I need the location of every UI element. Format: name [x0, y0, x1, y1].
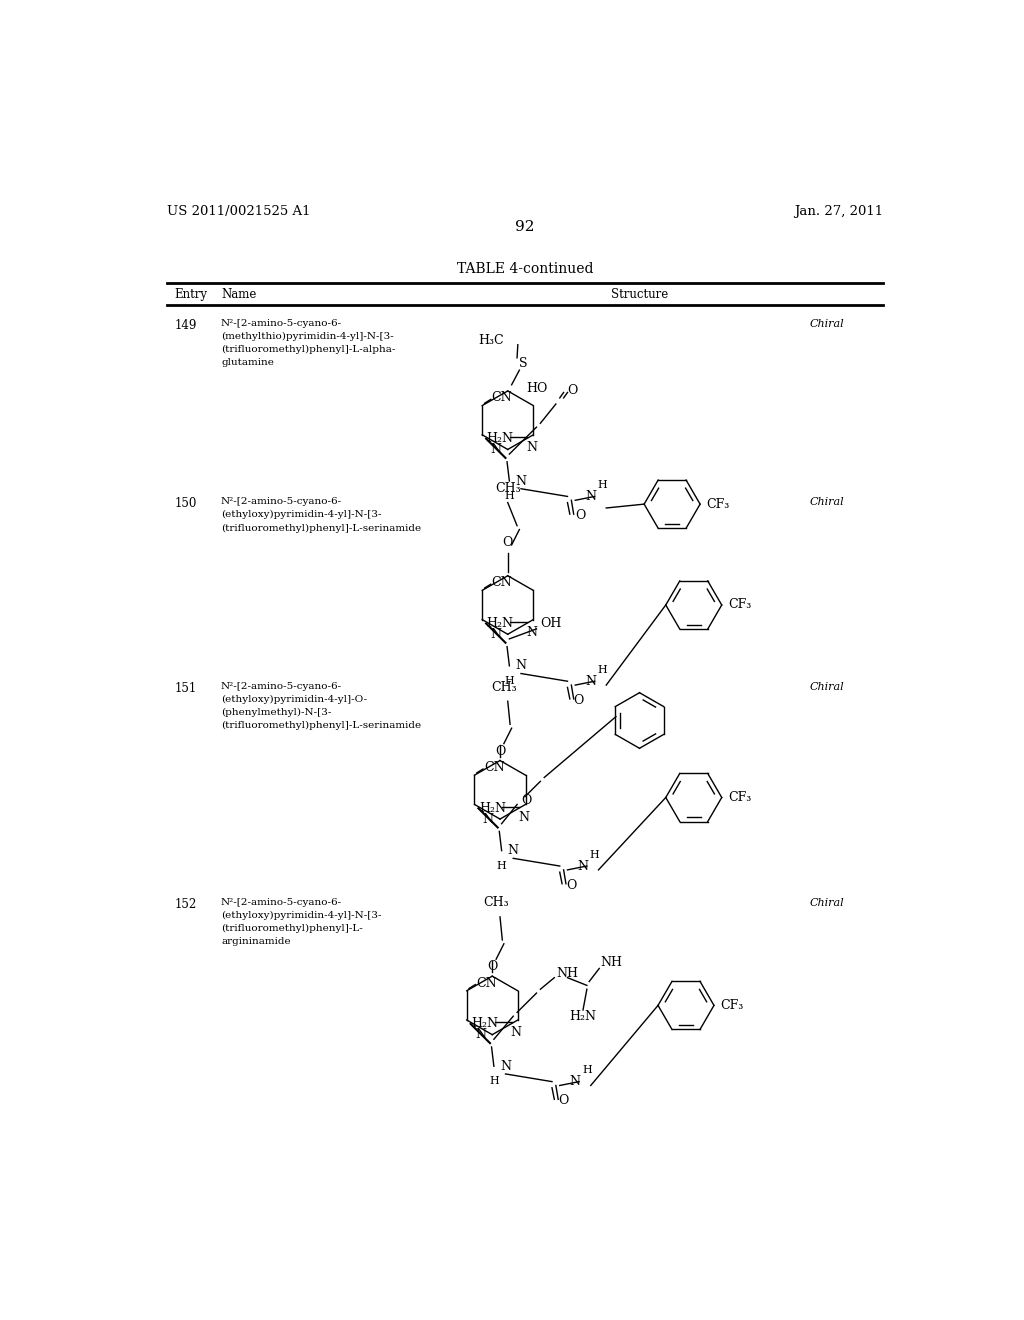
- Text: (methylthio)pyrimidin-4-yl]-N-[3-: (methylthio)pyrimidin-4-yl]-N-[3-: [221, 331, 394, 341]
- Text: N: N: [585, 490, 596, 503]
- Text: H₃C: H₃C: [478, 334, 504, 347]
- Text: H: H: [582, 1065, 592, 1076]
- Text: NH: NH: [601, 956, 623, 969]
- Text: O: O: [503, 536, 513, 549]
- Text: H: H: [489, 1076, 499, 1086]
- Text: OH: OH: [541, 616, 562, 630]
- Text: (ethyloxy)pyrimidin-4-yl]-N-[3-: (ethyloxy)pyrimidin-4-yl]-N-[3-: [221, 911, 382, 920]
- Text: Chiral: Chiral: [810, 498, 845, 507]
- Text: N: N: [475, 1028, 486, 1041]
- Text: N: N: [578, 859, 589, 873]
- Text: Structure: Structure: [611, 288, 668, 301]
- Text: H: H: [497, 861, 507, 871]
- Text: Chiral: Chiral: [810, 318, 845, 329]
- Text: H₂N: H₂N: [471, 1018, 499, 1031]
- Text: CN: CN: [483, 760, 505, 774]
- Text: 152: 152: [174, 898, 197, 911]
- Text: H₂N: H₂N: [479, 801, 506, 814]
- Text: Name: Name: [221, 288, 256, 301]
- Text: CF₃: CF₃: [720, 999, 743, 1012]
- Text: H₂N: H₂N: [486, 616, 514, 630]
- Text: O: O: [487, 961, 498, 973]
- Text: CF₃: CF₃: [707, 498, 729, 511]
- Text: H: H: [597, 480, 607, 490]
- Text: O: O: [566, 879, 577, 892]
- Text: (trifluoromethyl)phenyl]-L-: (trifluoromethyl)phenyl]-L-: [221, 924, 362, 933]
- Text: (ethyloxy)pyrimidin-4-yl]-O-: (ethyloxy)pyrimidin-4-yl]-O-: [221, 696, 368, 704]
- Text: O: O: [575, 510, 586, 523]
- Text: (trifluoromethyl)phenyl]-L-serinamide: (trifluoromethyl)phenyl]-L-serinamide: [221, 524, 421, 532]
- Text: O: O: [558, 1094, 568, 1107]
- Text: N: N: [515, 474, 526, 487]
- Text: H: H: [505, 491, 514, 502]
- Text: CF₃: CF₃: [728, 791, 752, 804]
- Text: N: N: [526, 626, 538, 639]
- Text: H₂N: H₂N: [569, 1010, 597, 1023]
- Text: argininamide: argininamide: [221, 937, 291, 946]
- Text: 92: 92: [515, 220, 535, 234]
- Text: N: N: [585, 675, 596, 688]
- Text: CF₃: CF₃: [728, 598, 752, 611]
- Text: O: O: [495, 744, 505, 758]
- Text: N: N: [500, 1060, 511, 1073]
- Text: TABLE 4-continued: TABLE 4-continued: [457, 263, 593, 276]
- Text: CH₃: CH₃: [495, 482, 520, 495]
- Text: (phenylmethyl)-N-[3-: (phenylmethyl)-N-[3-: [221, 708, 332, 717]
- Text: N: N: [515, 659, 526, 672]
- Text: H₂N: H₂N: [486, 432, 514, 445]
- Text: CN: CN: [492, 576, 512, 589]
- Text: HO: HO: [526, 381, 548, 395]
- Text: H: H: [590, 850, 599, 859]
- Text: N²-[2-amino-5-cyano-6-: N²-[2-amino-5-cyano-6-: [221, 498, 342, 506]
- Text: 149: 149: [174, 318, 197, 331]
- Text: N: N: [518, 810, 529, 824]
- Text: O: O: [573, 694, 584, 708]
- Text: N²-[2-amino-5-cyano-6-: N²-[2-amino-5-cyano-6-: [221, 682, 342, 690]
- Text: CH₃: CH₃: [483, 896, 509, 909]
- Text: glutamine: glutamine: [221, 358, 273, 367]
- Text: Entry: Entry: [174, 288, 208, 301]
- Text: Jan. 27, 2011: Jan. 27, 2011: [794, 205, 883, 218]
- Text: CN: CN: [476, 977, 497, 990]
- Text: Chiral: Chiral: [810, 898, 845, 908]
- Text: N: N: [508, 843, 519, 857]
- Text: O: O: [567, 384, 578, 397]
- Text: H: H: [597, 665, 607, 675]
- Text: N²-[2-amino-5-cyano-6-: N²-[2-amino-5-cyano-6-: [221, 898, 342, 907]
- Text: US 2011/0021525 A1: US 2011/0021525 A1: [167, 205, 310, 218]
- Text: 150: 150: [174, 498, 197, 511]
- Text: Chiral: Chiral: [810, 682, 845, 692]
- Text: S: S: [519, 358, 527, 371]
- Text: N: N: [482, 813, 494, 825]
- Text: N²-[2-amino-5-cyano-6-: N²-[2-amino-5-cyano-6-: [221, 318, 342, 327]
- Text: N: N: [490, 444, 502, 455]
- Text: (ethyloxy)pyrimidin-4-yl]-N-[3-: (ethyloxy)pyrimidin-4-yl]-N-[3-: [221, 511, 382, 519]
- Text: (trifluoromethyl)phenyl]-L-alpha-: (trifluoromethyl)phenyl]-L-alpha-: [221, 345, 395, 354]
- Text: O: O: [521, 795, 531, 807]
- Text: N: N: [569, 1074, 581, 1088]
- Text: (trifluoromethyl)phenyl]-L-serinamide: (trifluoromethyl)phenyl]-L-serinamide: [221, 721, 421, 730]
- Text: N: N: [511, 1026, 521, 1039]
- Text: CN: CN: [492, 391, 512, 404]
- Text: N: N: [490, 628, 502, 640]
- Text: N: N: [526, 441, 538, 454]
- Text: 151: 151: [174, 682, 197, 696]
- Text: H: H: [505, 676, 514, 686]
- Text: NH: NH: [556, 968, 578, 981]
- Text: CH₃: CH₃: [492, 681, 517, 693]
